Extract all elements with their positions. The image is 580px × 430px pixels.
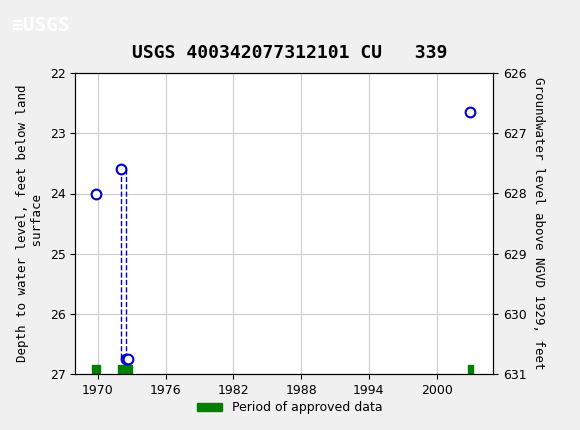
Y-axis label: Groundwater level above NGVD 1929, feet: Groundwater level above NGVD 1929, feet: [532, 77, 545, 370]
Bar: [468, 365, 473, 374]
Bar: [118, 365, 132, 374]
Text: ≡USGS: ≡USGS: [12, 16, 70, 35]
Legend: Period of approved data: Period of approved data: [192, 396, 388, 419]
Text: USGS 400342077312101 CU   339: USGS 400342077312101 CU 339: [132, 44, 448, 62]
Bar: [92, 365, 100, 374]
Y-axis label: Depth to water level, feet below land
 surface: Depth to water level, feet below land su…: [16, 85, 44, 362]
